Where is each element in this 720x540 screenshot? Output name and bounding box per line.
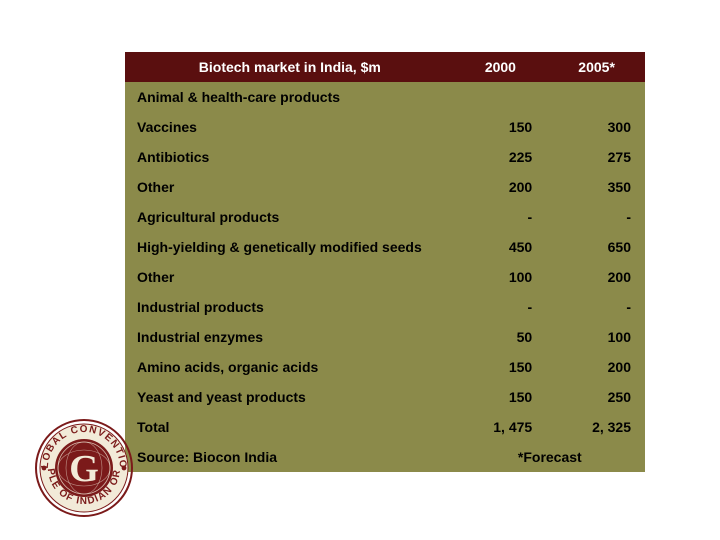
- col-header: 2005*: [546, 52, 645, 82]
- value-2005: 650: [546, 232, 645, 262]
- value-2000: 225: [453, 142, 547, 172]
- value-2000: 100: [453, 262, 547, 292]
- table-row: Antibiotics225275: [125, 142, 645, 172]
- table-row: Animal & health-care products: [125, 82, 645, 112]
- table-row: Yeast and yeast products150250: [125, 382, 645, 412]
- value-2005: 300: [546, 112, 645, 142]
- value-2000: 150: [453, 352, 547, 382]
- table-row: Other200350: [125, 172, 645, 202]
- value-2005: 100: [546, 322, 645, 352]
- global-convention-logo: G GLOBAL CONVENTION PEOPLE OF INDIAN ORI…: [34, 418, 134, 518]
- value-2005: -: [546, 202, 645, 232]
- value-2000: 200: [453, 172, 547, 202]
- value-2005: 350: [546, 172, 645, 202]
- row-label: High-yielding & genetically modified see…: [125, 232, 453, 262]
- row-label: Vaccines: [125, 112, 453, 142]
- value-2000: 150: [453, 382, 547, 412]
- row-label: Animal & health-care products: [125, 82, 453, 112]
- table-row: Amino acids, organic acids150200: [125, 352, 645, 382]
- row-label: Agricultural products: [125, 202, 453, 232]
- value-2005: [546, 82, 645, 112]
- row-label: Other: [125, 172, 453, 202]
- row-label: Yeast and yeast products: [125, 382, 453, 412]
- table-row: High-yielding & genetically modified see…: [125, 232, 645, 262]
- table-row: Total1, 4752, 325: [125, 412, 645, 442]
- value-2005: 250: [546, 382, 645, 412]
- biotech-table-container: Biotech market in India, $m20002005* Anim…: [125, 52, 645, 472]
- value-2000: 150: [453, 112, 547, 142]
- row-label: Total: [125, 412, 453, 442]
- row-label: Industrial products: [125, 292, 453, 322]
- table-row: Other100200: [125, 262, 645, 292]
- biotech-table: Biotech market in India, $m20002005* Anim…: [125, 52, 645, 472]
- col-header: 2000: [453, 52, 547, 82]
- value-2000: -: [453, 202, 547, 232]
- row-label: Other: [125, 262, 453, 292]
- logo-center-letter: G: [69, 448, 99, 490]
- value-2005: 275: [546, 142, 645, 172]
- value-2005: 200: [546, 352, 645, 382]
- row-label: Antibiotics: [125, 142, 453, 172]
- row-label: Industrial enzymes: [125, 322, 453, 352]
- value-2000: 1, 475: [453, 412, 547, 442]
- value-2005: 200: [546, 262, 645, 292]
- table-row: Industrial enzymes50100: [125, 322, 645, 352]
- value-2005: -: [546, 292, 645, 322]
- row-label: Source: Biocon India: [125, 442, 453, 472]
- row-label: Amino acids, organic acids: [125, 352, 453, 382]
- footnote-cell: *Forecast: [453, 442, 645, 472]
- table-row: Agricultural products--: [125, 202, 645, 232]
- table-row: Vaccines150300: [125, 112, 645, 142]
- value-2000: 450: [453, 232, 547, 262]
- value-2000: [453, 82, 547, 112]
- table-title: Biotech market in India, $m: [125, 52, 453, 82]
- value-2000: 50: [453, 322, 547, 352]
- table-row: Source: Biocon India*Forecast: [125, 442, 645, 472]
- table-row: Industrial products--: [125, 292, 645, 322]
- value-2005: 2, 325: [546, 412, 645, 442]
- value-2000: -: [453, 292, 547, 322]
